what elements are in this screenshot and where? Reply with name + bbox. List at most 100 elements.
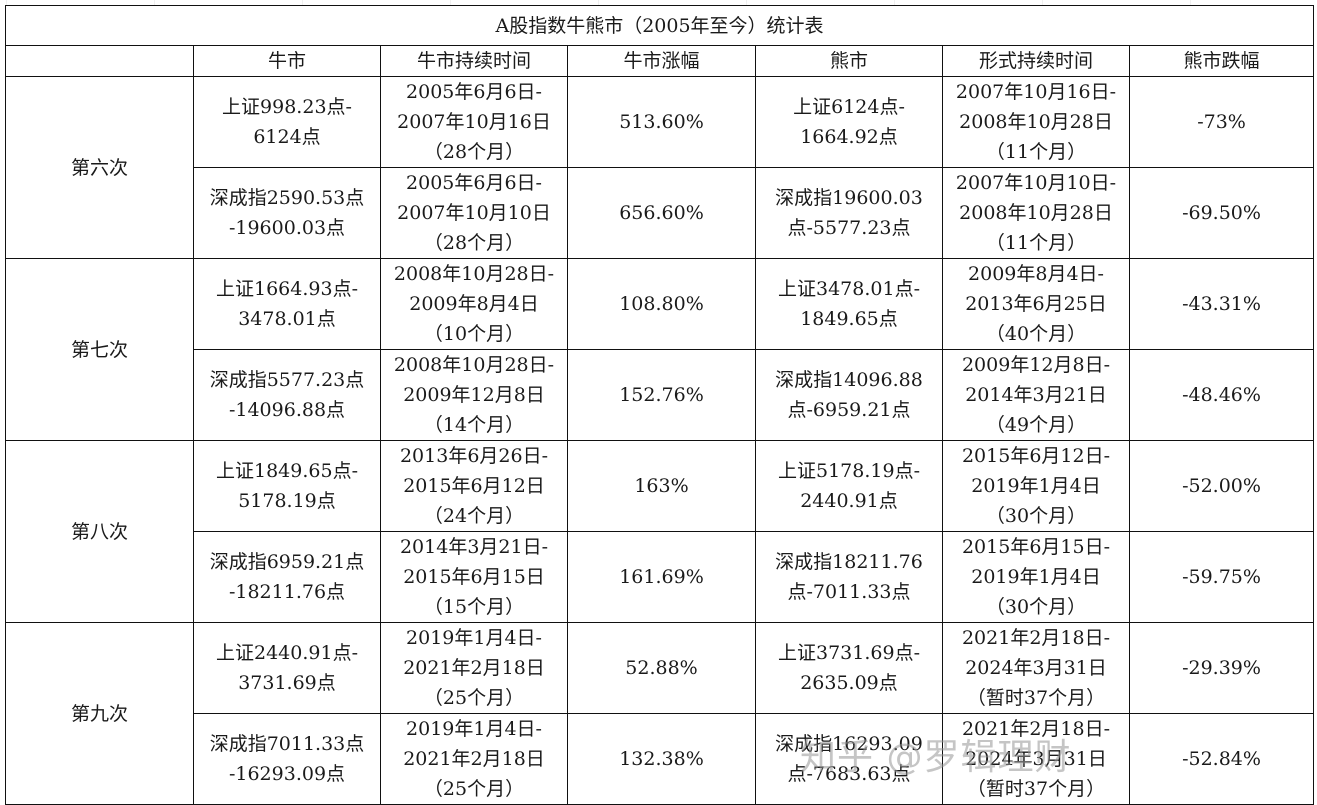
bull-duration-cell: 2019年1月4日- 2021年2月18日 （25个月） xyxy=(380,713,568,805)
cell-line: 2009年12月8日- xyxy=(961,354,1111,376)
cell-line: 2009年12月8日 xyxy=(403,384,545,406)
bull-index-cell: 深成指5577.23点 -14096.88点 xyxy=(193,349,381,441)
table-title-row: A股指数牛熊市（2005年至今）统计表 xyxy=(4,5,1315,46)
cell-line: 上证3731.69点- xyxy=(778,642,920,664)
bear-duration-cell: 2021年2月18日- 2024年3月31日 （暂时37个月） xyxy=(942,622,1130,714)
cell-line: 点-7683.63点 xyxy=(787,763,911,785)
cell-line: 2009年8月4日- xyxy=(968,263,1104,285)
header-bull-duration: 牛市持续时间 xyxy=(380,45,568,77)
cell-line: 上证1849.65点- xyxy=(216,460,358,482)
cell-line: 上证6124点- xyxy=(793,96,905,118)
bear-index-cell: 上证5178.19点- 2440.91点 xyxy=(755,440,943,532)
bear-duration-cell: 2009年8月4日- 2013年6月25日 （40个月） xyxy=(942,258,1130,350)
cell-line: 上证2440.91点- xyxy=(216,642,358,664)
cell-line: 深成指16293.09 xyxy=(775,733,923,755)
cell-line: （24个月） xyxy=(423,505,525,527)
round-label: 第六次 xyxy=(5,76,194,259)
cell-line: -18211.76点 xyxy=(228,581,346,603)
cell-line: 2013年6月26日- xyxy=(399,445,549,467)
bull-index-cell: 深成指2590.53点 -19600.03点 xyxy=(193,167,381,259)
table-row: 深成指5577.23点 -14096.88点 2008年10月28日- 2009年12… xyxy=(6,349,1315,441)
bull-gain-cell: 132.38% xyxy=(567,713,756,805)
bull-gain-cell: 108.80% xyxy=(567,258,756,350)
cell-line: （30个月） xyxy=(985,596,1087,618)
table-row: 第六次 上证998.23点- 6124点 2005年6月6日- 2007年10月16日 （… xyxy=(5,76,1315,259)
cell-line: -14096.88点 xyxy=(228,399,346,421)
cell-line: 深成指2590.53点 xyxy=(209,187,365,209)
round-label: 第九次 xyxy=(5,622,194,805)
cell-line: 2015年6月15日 xyxy=(403,566,545,588)
cell-line: （25个月） xyxy=(423,687,525,709)
round-label: 第七次 xyxy=(5,258,194,441)
cell-line: 3478.01点 xyxy=(238,308,336,330)
cell-line: （11个月） xyxy=(985,232,1087,254)
header-bear-duration: 形式持续时间 xyxy=(942,45,1130,77)
cell-line: 2015年6月15日- xyxy=(961,536,1111,558)
cell-line: 深成指14096.88 xyxy=(775,369,923,391)
table-row: 第八次 上证1849.65点- 5178.19点 2013年6月26日- 2015年6月… xyxy=(5,440,1315,623)
cell-line: 2008年10月28日- xyxy=(393,263,555,285)
cell-line: （11个月） xyxy=(985,141,1087,163)
bull-index-cell: 深成指7011.33点 -16293.09点 xyxy=(193,713,381,805)
cell-line: （49个月） xyxy=(985,414,1087,436)
cell-line: （25个月） xyxy=(423,778,525,800)
cell-line: 深成指19600.03 xyxy=(775,187,923,209)
bear-drop-cell: -59.75% xyxy=(1128,531,1315,623)
cell-line: 2021年2月18日- xyxy=(961,627,1111,649)
cell-line: （10个月） xyxy=(423,323,525,345)
bear-index-cell: 上证3731.69点- 2635.09点 xyxy=(755,622,943,714)
bull-duration-cell: 2005年6月6日- 2007年10月10日 （28个月） xyxy=(380,167,568,259)
cell-line: 3731.69点 xyxy=(238,672,336,694)
bear-duration-cell: 2021年2月18日- 2024年3月31日 （暂时37个月） xyxy=(942,713,1130,805)
cell-line: 点-7011.33点 xyxy=(787,581,911,603)
header-round xyxy=(5,45,194,77)
cell-line: 上证998.23点- xyxy=(222,96,352,118)
cell-line: 上证1664.93点- xyxy=(216,278,358,300)
table-row: 第九次 上证2440.91点- 3731.69点 2019年1月4日- 2021年2月1… xyxy=(5,622,1315,805)
cell-line: （28个月） xyxy=(423,232,525,254)
bear-drop-cell: -29.39% xyxy=(1128,622,1315,714)
bear-index-cell: 上证3478.01点- 1849.65点 xyxy=(755,258,943,350)
bear-duration-cell: 2007年10月10日- 2008年10月28日 （11个月） xyxy=(942,167,1130,259)
bull-gain-cell: 152.76% xyxy=(567,349,756,441)
bear-index-cell: 深成指18211.76 点-7011.33点 xyxy=(755,531,943,623)
cell-line: 2008年10月28日 xyxy=(959,202,1113,224)
bear-duration-cell: 2015年6月12日- 2019年1月4日 （30个月） xyxy=(942,440,1130,532)
cell-line: 2021年2月18日 xyxy=(403,748,545,770)
cell-line: 2009年8月4日 xyxy=(409,293,539,315)
cell-line: 深成指7011.33点 xyxy=(209,733,365,755)
cell-line: 1849.65点 xyxy=(800,308,898,330)
bear-drop-cell: -69.50% xyxy=(1128,167,1315,259)
cell-line: 6124点 xyxy=(253,126,321,148)
header-bull-gain: 牛市涨幅 xyxy=(567,45,756,77)
cell-line: 2008年10月28日- xyxy=(393,354,555,376)
cell-line: 2008年10月28日 xyxy=(959,111,1113,133)
bear-index-cell: 深成指14096.88 点-6959.21点 xyxy=(755,349,943,441)
cell-line: 2005年6月6日- xyxy=(406,81,542,103)
bull-index-cell: 上证1664.93点- 3478.01点 xyxy=(193,258,381,350)
cell-line: （暂时37个月） xyxy=(966,687,1106,709)
cell-line: 2014年3月21日- xyxy=(399,536,549,558)
bull-duration-cell: 2008年10月28日- 2009年12月8日 （14个月） xyxy=(380,349,568,441)
header-bull-market: 牛市 xyxy=(193,45,381,77)
cell-line: 2007年10月16日 xyxy=(397,111,551,133)
cell-line: 2024年3月31日 xyxy=(965,748,1107,770)
bull-gain-cell: 513.60% xyxy=(567,76,756,168)
cell-line: （14个月） xyxy=(423,414,525,436)
cell-line: 上证3478.01点- xyxy=(778,278,920,300)
cell-line: 2014年3月21日 xyxy=(965,384,1107,406)
bull-index-cell: 上证998.23点- 6124点 xyxy=(193,76,381,168)
cell-line: -19600.03点 xyxy=(228,217,346,239)
table-row: 第七次 上证1664.93点- 3478.01点 2008年10月28日- 2009年8… xyxy=(5,258,1315,441)
bull-duration-cell: 2008年10月28日- 2009年8月4日 （10个月） xyxy=(380,258,568,350)
bull-duration-cell: 2019年1月4日- 2021年2月18日 （25个月） xyxy=(380,622,568,714)
bear-drop-cell: -48.46% xyxy=(1128,349,1315,441)
table-header-row: 牛市 牛市持续时间 牛市涨幅 熊市 形式持续时间 熊市跌幅 xyxy=(5,45,1315,77)
bull-duration-cell: 2014年3月21日- 2015年6月15日 （15个月） xyxy=(380,531,568,623)
cell-line: -16293.09点 xyxy=(228,763,346,785)
bull-index-cell: 深成指6959.21点 -18211.76点 xyxy=(193,531,381,623)
bear-duration-cell: 2007年10月16日- 2008年10月28日 （11个月） xyxy=(942,76,1130,168)
bull-index-cell: 上证2440.91点- 3731.69点 xyxy=(193,622,381,714)
bull-bear-stats-table: A股指数牛熊市（2005年至今）统计表 牛市 牛市持续时间 牛市涨幅 熊市 形式… xyxy=(4,5,1315,805)
cell-line: 2019年1月4日- xyxy=(406,718,542,740)
